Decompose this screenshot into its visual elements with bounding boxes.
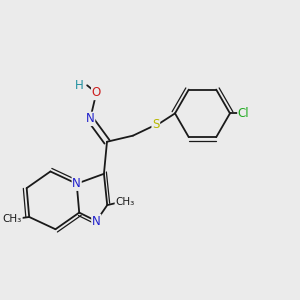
Text: Cl: Cl [238,107,250,120]
Text: CH₃: CH₃ [115,197,134,207]
Text: CH₃: CH₃ [3,214,22,224]
Text: O: O [92,86,101,99]
Text: H: H [75,79,84,92]
Text: N: N [92,214,100,228]
Text: S: S [152,118,160,131]
Text: N: N [86,112,94,125]
Text: N: N [72,177,81,190]
